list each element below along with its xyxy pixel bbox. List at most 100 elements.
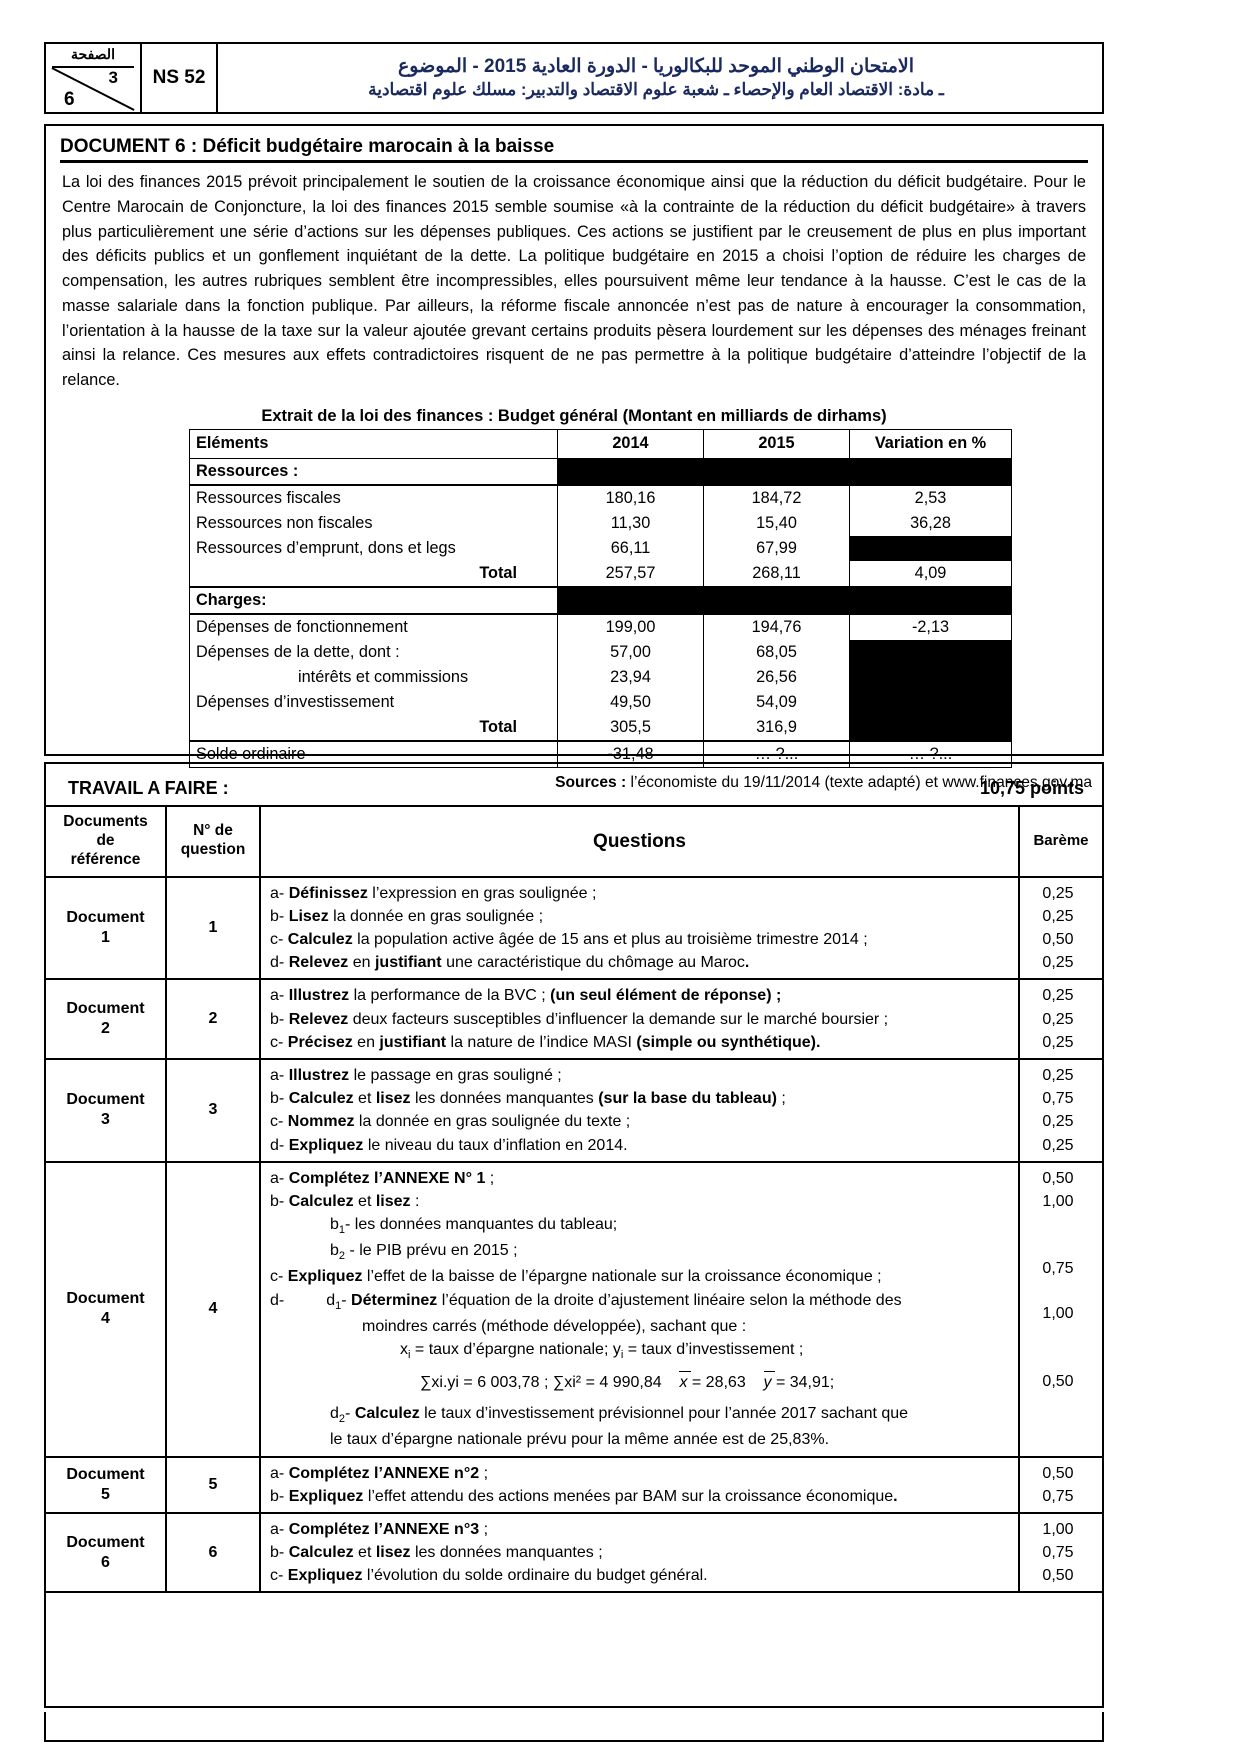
question-item: a- Définissez l’expression en gras souli… — [270, 882, 1012, 905]
bareme-value: 0,50 — [1042, 1464, 1074, 1482]
question-prefix: d- — [270, 1136, 285, 1154]
question-keyword: Expliquez — [287, 1567, 363, 1585]
table-row: Charges: — [189, 586, 1012, 615]
col-header-documents-l1: Documents — [63, 813, 148, 830]
exam-title-line2: ـ مادة: الاقتصاد العام والإحصاء ـ شعبة ع… — [368, 80, 944, 100]
bareme-value: 0,25 — [1042, 907, 1074, 925]
row-bareme: 1,00 0,75 0,50 — [1018, 1511, 1104, 1594]
bareme-value: 0,25 — [1042, 1113, 1074, 1131]
row-value-2015: 54,09 — [703, 689, 850, 715]
row-label: Total — [189, 714, 558, 742]
row-bareme: 0,25 0,25 0,25 — [1018, 978, 1104, 1061]
row-questions: a- Illustrez la performance de la BVC ; … — [259, 978, 1020, 1061]
bareme-spacer — [1022, 1213, 1094, 1235]
question-text: et lisez les données manquantes (sur la … — [353, 1090, 786, 1108]
table-row: intérêts et commissions 23,94 26,56 — [189, 664, 1012, 690]
question-subitem: xi = taux d’épargne nationale; yi = taux… — [400, 1340, 804, 1362]
row-value-variation — [849, 689, 1012, 715]
sources-text: l’économiste du 19/11/2014 (texte adapté… — [630, 773, 1092, 791]
question-item: b- Expliquez l’effet attendu des actions… — [270, 1485, 1012, 1508]
row-document-ref: Document 3 — [44, 1058, 167, 1163]
question-item: c- Précisez en justifiant la nature de l… — [270, 1031, 1012, 1054]
subscript-xi: i — [408, 1349, 411, 1362]
row-value-variation — [849, 535, 1012, 561]
question-text: deux facteurs susceptibles d’influencer … — [348, 1010, 889, 1028]
row-bareme: 0,50 1,00 0,75 1,00 0,50 — [1018, 1160, 1104, 1458]
table-row: Ressources : — [189, 457, 1012, 486]
question-prefix: a- — [270, 884, 285, 902]
bareme-value: 0,75 — [1042, 1544, 1074, 1562]
table-row: Ressources fiscales 180,16 184,72 2,53 — [189, 483, 1012, 511]
row-document-ref: Document 5 — [44, 1455, 167, 1514]
row-document-label: Document — [66, 1000, 145, 1018]
question-keyword: Illustrez — [288, 987, 350, 1005]
row-document-label: Document — [66, 1465, 145, 1483]
question-text: la performance de la BVC ; (un seul élém… — [349, 987, 782, 1005]
question-keyword: Illustrez — [288, 1067, 350, 1085]
question-item: a- Complétez l’ANNEXE n°3 ; — [270, 1518, 1012, 1541]
question-keyword: Complétez l’ANNEXE n°2 — [288, 1464, 480, 1482]
page-header: الصفحة 3 6 NS 52 الامتحان الوطني الموحد … — [44, 42, 1104, 114]
question-item: b- Calculez et lisez les données manquan… — [270, 1087, 1012, 1110]
col-header-bareme: Barème — [1018, 805, 1104, 878]
row-question-number: 3 — [165, 1058, 261, 1163]
formula-ybar: y — [763, 1370, 776, 1394]
table-row: Dépenses de fonctionnement 199,00 194,76… — [189, 612, 1012, 640]
row-document-label: Document — [66, 1290, 145, 1308]
bareme-value: 0,25 — [1042, 1136, 1074, 1154]
row-label: Ressources non fiscales — [189, 510, 558, 536]
row-document-ref: Document 2 — [44, 978, 167, 1061]
row-value-variation: 2,53 — [849, 483, 1012, 511]
question-prefix: b- — [270, 907, 285, 925]
table-row: Document 5 5 a- Complétez l’ANNEXE n°2 ;… — [44, 1455, 1104, 1514]
row-questions: a- Définissez l’expression en gras souli… — [259, 875, 1020, 981]
question-prefix: a- — [270, 1464, 285, 1482]
row-value-2014: 257,57 — [557, 560, 704, 588]
row-document-number: 3 — [101, 1111, 110, 1129]
table-row: Total 257,57 268,11 4,09 — [189, 560, 1012, 588]
question-item: b- Calculez et lisez : — [270, 1190, 1012, 1213]
row-label: Charges: — [189, 586, 558, 615]
row-document-number: 5 — [101, 1485, 110, 1503]
budget-table: Eléments 2014 2015 Variation en % Ressou… — [189, 428, 1012, 768]
question-item: a- Complétez l’ANNEXE n°2 ; — [270, 1462, 1012, 1485]
document-6-paragraph: La loi des finances 2015 prévoit princip… — [62, 173, 1086, 390]
col-header-2014: 2014 — [557, 428, 704, 459]
row-value-2014: 199,00 — [557, 612, 704, 640]
question-item: d- Relevez en justifiant une caractérist… — [270, 951, 1012, 974]
col-header-question-number-l1: N° de — [193, 822, 233, 840]
bareme-value: 1,00 — [1042, 1192, 1074, 1210]
row-value-2015 — [703, 457, 850, 486]
exam-title-line1: الامتحان الوطني الموحد للبكالوريا - الدو… — [397, 55, 915, 77]
table-row: Ressources non fiscales 11,30 15,40 36,2… — [189, 510, 1012, 536]
page-label-divider — [52, 66, 134, 68]
question-item: d-d1- Déterminez l’équation de la droite… — [270, 1291, 902, 1312]
table-header-row: Eléments 2014 2015 Variation en % — [189, 428, 1012, 459]
questions-header-row: Documents de référence N° de question Qu… — [44, 805, 1104, 878]
question-keyword: Calculez — [288, 1544, 354, 1562]
document-6-frame: DOCUMENT 6 : Déficit budgétaire marocain… — [44, 124, 1104, 791]
question-prefix: c- — [270, 1268, 284, 1286]
subscript-yi: i — [620, 1349, 624, 1362]
row-value-2015 — [703, 586, 850, 615]
question-text: ; — [485, 1169, 495, 1187]
document-6-title-bar: DOCUMENT 6 : Déficit budgétaire marocain… — [60, 136, 1088, 163]
question-text: le passage en gras souligné ; — [349, 1067, 562, 1085]
col-header-question-number-l2: question — [180, 841, 246, 859]
row-label: intérêts et commissions — [189, 664, 558, 690]
formula-ybar-value: = 34,91; — [775, 1374, 835, 1392]
question-text: en justifiant une caractéristique du chô… — [348, 954, 750, 972]
table-row: Document 3 3 a- Illustrez le passage en … — [44, 1058, 1104, 1163]
question-keyword: Calculez — [287, 931, 353, 949]
row-value-2014: 57,00 — [557, 639, 704, 665]
row-value-variation: 4,09 — [849, 560, 1012, 588]
page-number-box: الصفحة 3 6 — [46, 44, 142, 112]
table-row: Dépenses d’investissement 49,50 54,09 — [189, 689, 1012, 715]
exam-title-arabic: الامتحان الوطني الموحد للبكالوريا - الدو… — [218, 44, 1102, 112]
question-subitem: le taux d’épargne nationale prévu pour l… — [330, 1431, 830, 1449]
math-formula-line: ∑xi.yi = 6 003,78 ; ∑xi² = 4 990,84 x = … — [270, 1364, 1012, 1394]
bareme-value: 0,50 — [1042, 931, 1074, 949]
row-value-2014: 66,11 — [557, 535, 704, 561]
question-text: et lisez : — [353, 1192, 420, 1210]
